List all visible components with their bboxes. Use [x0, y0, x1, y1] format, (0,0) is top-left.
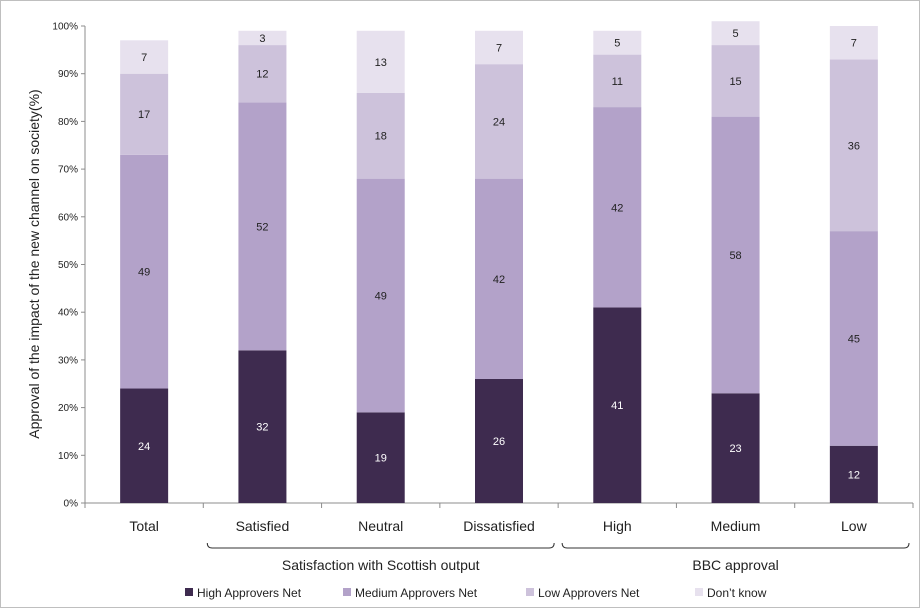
bar-segment: [829, 231, 878, 446]
data-label: 49: [375, 291, 387, 303]
data-label: 19: [375, 453, 387, 465]
category-label: Dissatisfied: [463, 518, 535, 534]
data-label: 36: [848, 140, 860, 152]
legend-label: Medium Approvers Net: [355, 586, 478, 600]
data-label: 45: [848, 333, 860, 345]
data-labels: 24 49 17 7 32 52 12 3 19 49 18 13 26 42 24 7 41 42 11 5 23 58…: [138, 28, 860, 481]
bar-segment: [829, 445, 878, 503]
bar-segment: [475, 64, 523, 179]
category-label: Total: [129, 518, 159, 534]
data-label: 7: [141, 52, 147, 64]
y-tick-label: 70%: [58, 165, 78, 176]
data-label: 7: [851, 38, 857, 50]
bar-segment: [356, 30, 405, 93]
bar-segment: [829, 26, 878, 60]
y-tick-label: 40%: [58, 308, 78, 319]
bar-segment: [475, 378, 523, 503]
y-tick-label: 30%: [58, 355, 78, 366]
legend-swatch: [695, 588, 703, 596]
data-label: 15: [729, 76, 741, 88]
bar-segment: [356, 92, 405, 179]
legend-label: Don’t know: [707, 586, 767, 600]
data-label: 12: [256, 69, 268, 81]
bar-segment: [711, 21, 760, 46]
bar-segment: [593, 54, 642, 108]
group-label: Satisfaction with Scottish output: [282, 557, 480, 573]
bar-segment: [120, 154, 169, 389]
bar-segment: [238, 102, 287, 351]
data-label: 23: [729, 443, 741, 455]
data-label: 42: [493, 274, 505, 286]
bar-segment: [593, 107, 642, 308]
y-tick-label: 50%: [58, 260, 78, 271]
data-label: 5: [733, 28, 739, 40]
bar-segment: [238, 30, 287, 46]
bar-segment: [120, 73, 169, 155]
legend-label: High Approvers Net: [197, 586, 302, 600]
data-label: 41: [611, 400, 623, 412]
data-label: 52: [256, 221, 268, 233]
data-label: 17: [138, 109, 150, 121]
category-label: Medium: [711, 518, 761, 534]
data-label: 18: [375, 131, 387, 143]
category-label: Neutral: [358, 518, 403, 534]
y-tick-label: 80%: [58, 117, 78, 128]
y-tick-label: 100%: [52, 22, 78, 33]
category-labels: Total Satisfied Neutral Dissatisfied High Med…: [129, 518, 867, 534]
data-label: 13: [375, 57, 387, 69]
bar-segment: [120, 388, 169, 503]
y-tick-label: 20%: [58, 403, 78, 414]
bar-segment: [120, 40, 169, 74]
legend: High Approvers Net Medium Approvers Net Lo…: [185, 586, 767, 600]
bar-segment: [711, 116, 760, 394]
bar-segment: [711, 393, 760, 503]
y-axis-title: Approval of the impact of the new channe…: [26, 89, 42, 438]
legend-label: Low Approvers Net: [538, 586, 640, 600]
category-label: Satisfied: [236, 518, 290, 534]
data-label: 24: [138, 441, 150, 453]
bar-segment: [475, 30, 523, 65]
legend-swatch: [185, 588, 193, 596]
data-label: 7: [496, 42, 502, 54]
category-label: Low: [841, 518, 868, 534]
bar-segment: [593, 30, 642, 55]
bar-segment: [356, 178, 405, 413]
group-brackets: Satisfaction with Scottish output BBC app…: [206, 542, 910, 573]
bar-segment: [356, 412, 405, 503]
group-bracket: [206, 542, 555, 549]
axes: 0% 10% 20% 30% 40% 50% 60% 70% 80% 90% 100%: [52, 22, 914, 510]
y-tick-label: 0%: [64, 499, 79, 510]
data-label: 12: [848, 469, 860, 481]
data-label: 24: [493, 116, 505, 128]
y-tick-label: 90%: [58, 69, 78, 80]
data-label: 5: [614, 38, 620, 50]
y-tick-label: 10%: [58, 451, 78, 462]
data-label: 11: [612, 76, 623, 88]
data-label: 42: [611, 202, 623, 214]
data-label: 3: [259, 33, 265, 45]
group-label: BBC approval: [692, 557, 778, 573]
bar-segment: [475, 178, 523, 379]
group-bracket: [561, 542, 910, 549]
bar-segment: [711, 45, 760, 117]
category-label: High: [603, 518, 632, 534]
data-label: 49: [138, 267, 150, 279]
legend-swatch: [343, 588, 351, 596]
bar-segment: [593, 307, 642, 503]
data-label: 58: [729, 250, 741, 262]
bar-segment: [238, 350, 287, 503]
bar-segment: [829, 59, 878, 232]
bars: [120, 21, 878, 503]
data-label: 32: [256, 422, 268, 434]
y-tick-label: 60%: [58, 212, 78, 223]
data-label: 26: [493, 436, 505, 448]
legend-swatch: [526, 588, 534, 596]
bar-segment: [238, 45, 287, 103]
